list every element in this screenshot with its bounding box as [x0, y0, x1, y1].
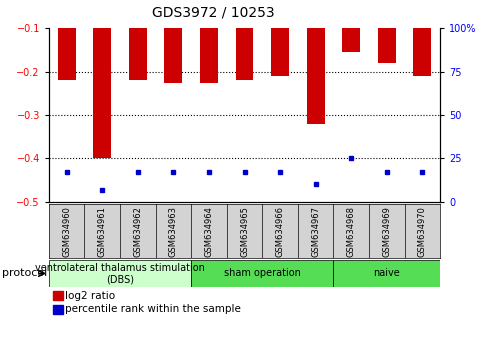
Bar [342, 28, 359, 52]
Text: GSM634966: GSM634966 [275, 206, 284, 257]
Bar [306, 28, 324, 124]
Bar [53, 291, 63, 301]
Text: GSM634969: GSM634969 [382, 206, 390, 257]
Bar [333, 260, 439, 287]
Bar [129, 28, 146, 80]
Bar [49, 260, 191, 287]
Bar [191, 260, 333, 287]
Text: ventrolateral thalamus stimulation
(DBS): ventrolateral thalamus stimulation (DBS) [35, 263, 204, 284]
Bar [271, 28, 288, 76]
Text: GSM634970: GSM634970 [417, 206, 426, 257]
Text: GSM634962: GSM634962 [133, 206, 142, 257]
Text: GSM634961: GSM634961 [98, 206, 106, 257]
Text: GSM634967: GSM634967 [310, 206, 320, 257]
Text: GDS3972 / 10253: GDS3972 / 10253 [152, 5, 274, 19]
Bar [164, 28, 182, 82]
Text: percentile rank within the sample: percentile rank within the sample [65, 304, 241, 314]
Text: sham operation: sham operation [224, 268, 300, 279]
Text: GSM634963: GSM634963 [168, 206, 178, 257]
Bar [93, 28, 111, 159]
Text: protocol: protocol [2, 268, 48, 279]
Bar [58, 28, 76, 80]
Bar [412, 28, 430, 76]
Bar [200, 28, 217, 82]
Bar [53, 305, 63, 314]
Text: naive: naive [373, 268, 399, 279]
Bar [235, 28, 253, 80]
Text: GSM634960: GSM634960 [62, 206, 71, 257]
Bar [377, 28, 395, 63]
Text: log2 ratio: log2 ratio [65, 291, 115, 301]
Text: GSM634964: GSM634964 [204, 206, 213, 257]
Text: GSM634968: GSM634968 [346, 206, 355, 257]
Text: GSM634965: GSM634965 [240, 206, 248, 257]
